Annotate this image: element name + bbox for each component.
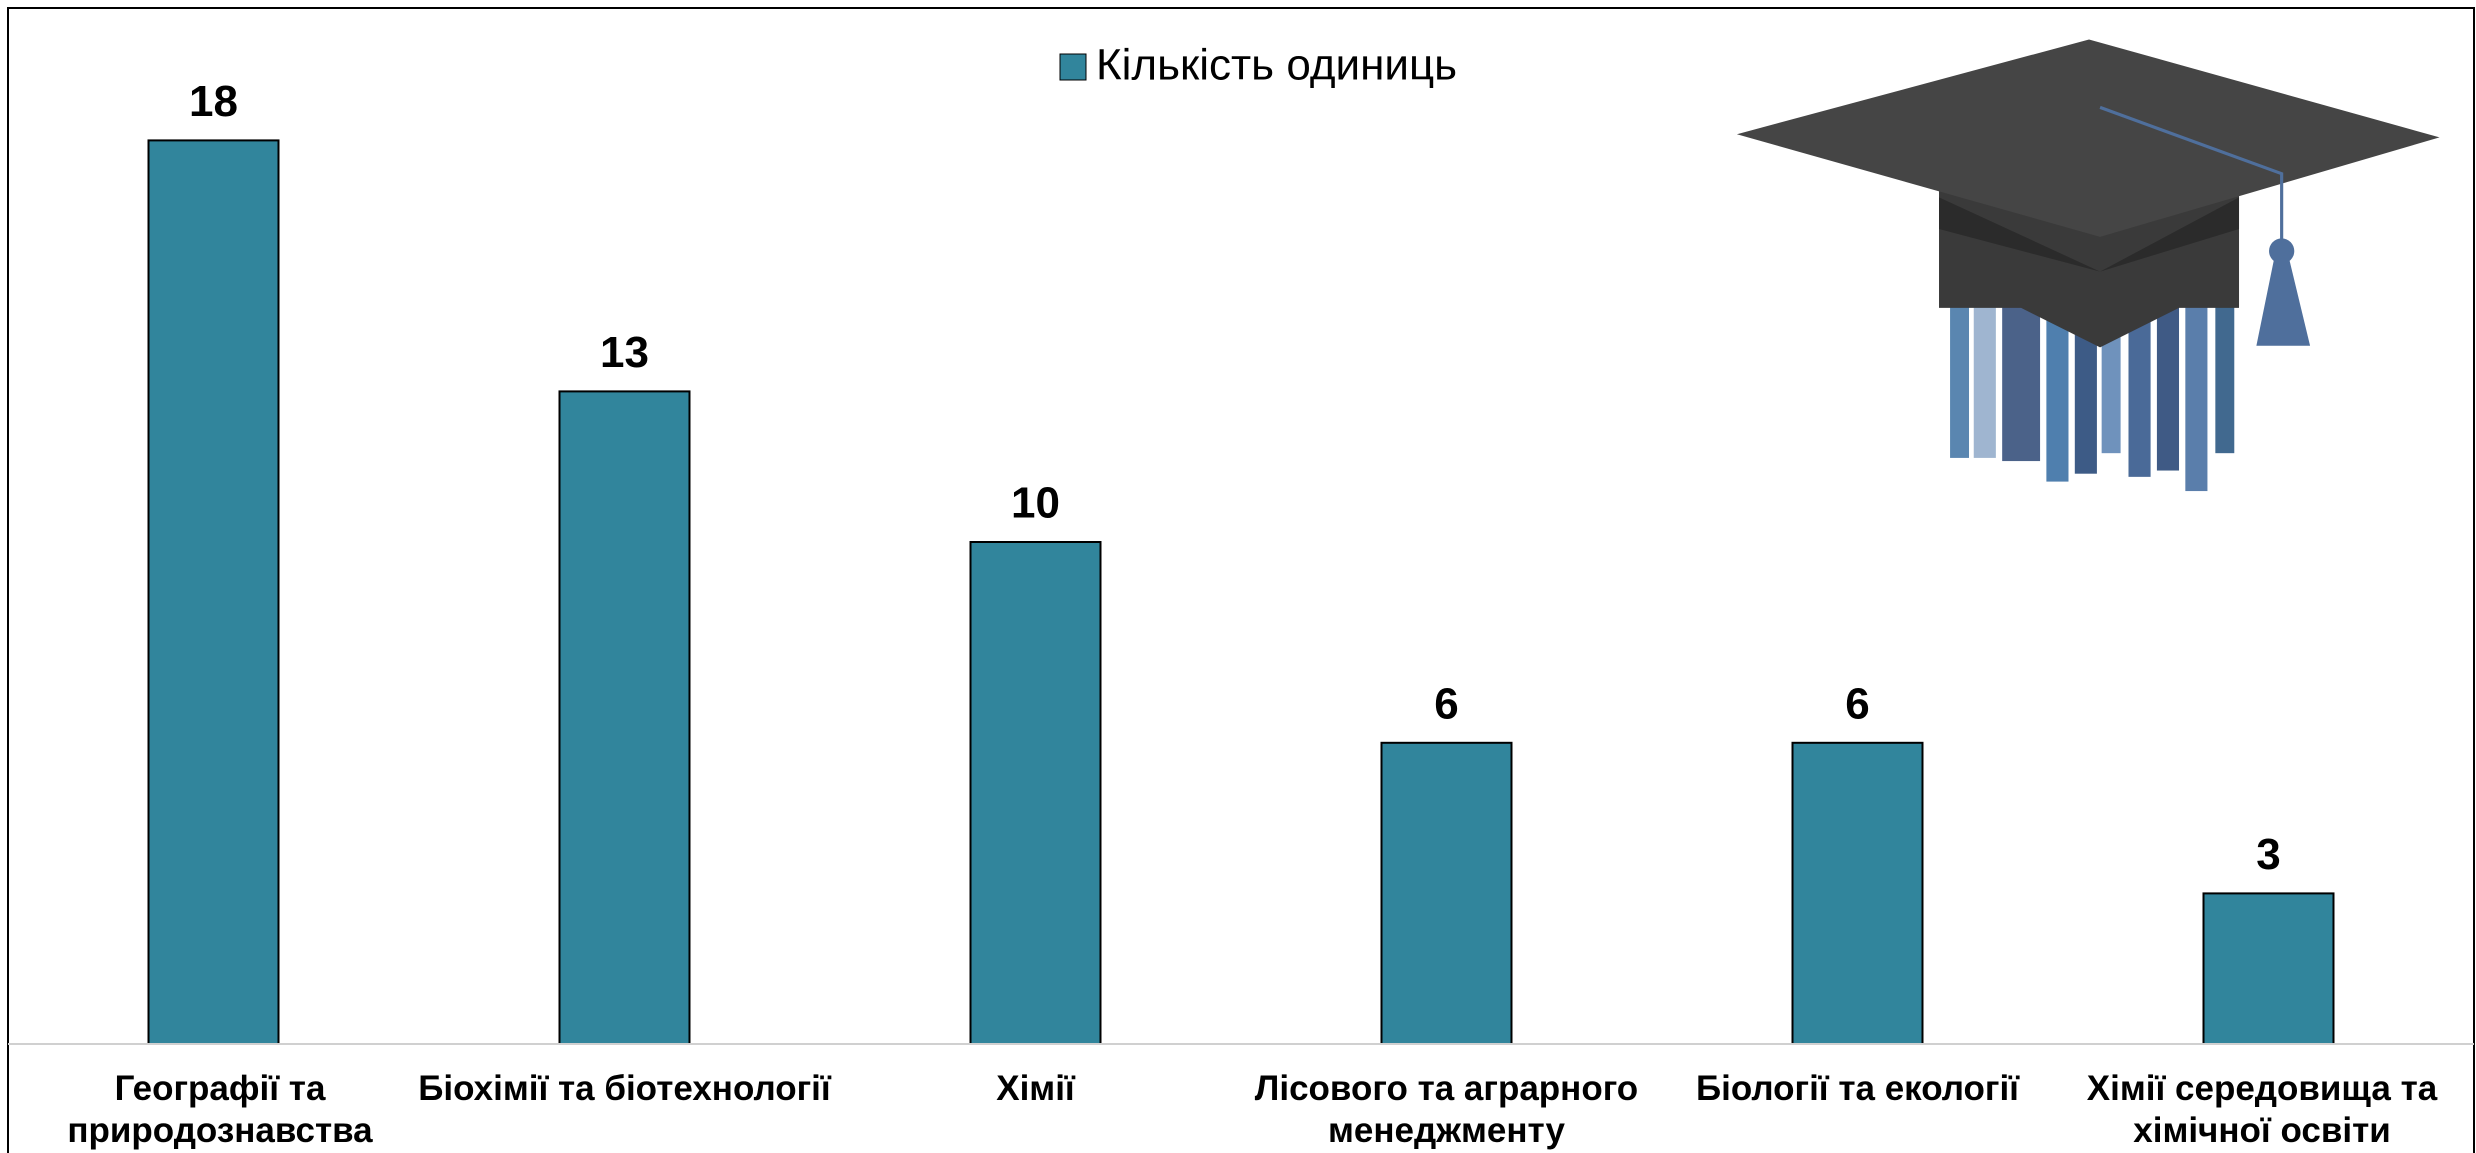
x-tick-label: Біохімії та біотехнології xyxy=(418,1069,831,1108)
data-label: 10 xyxy=(1011,479,1060,528)
x-tick-label: Хімії xyxy=(996,1069,1075,1108)
bar xyxy=(969,541,1102,1045)
chart-frame xyxy=(7,7,2475,1153)
data-label: 3 xyxy=(2256,830,2280,879)
legend-swatch xyxy=(1059,53,1087,81)
data-label: 6 xyxy=(1845,679,1869,728)
data-label: 13 xyxy=(600,328,649,377)
data-label: 18 xyxy=(189,77,238,126)
x-tick-label: Географії та природознавства xyxy=(67,1069,373,1150)
bar xyxy=(1791,741,1924,1045)
bar xyxy=(558,390,691,1045)
bar xyxy=(147,139,280,1045)
bar xyxy=(1380,741,1513,1045)
bar xyxy=(2202,892,2335,1046)
x-tick-label: Хімії середовища та хімічної освіти xyxy=(2086,1069,2438,1150)
x-tick-label: Біології та екології xyxy=(1695,1069,2020,1108)
graduation-cap-icon xyxy=(1736,39,2440,492)
legend-label: Кількість одиниць xyxy=(1096,41,1457,90)
x-tick-label: Лісового та аграрного менеджменту xyxy=(1254,1069,1639,1150)
data-label: 6 xyxy=(1434,679,1458,728)
